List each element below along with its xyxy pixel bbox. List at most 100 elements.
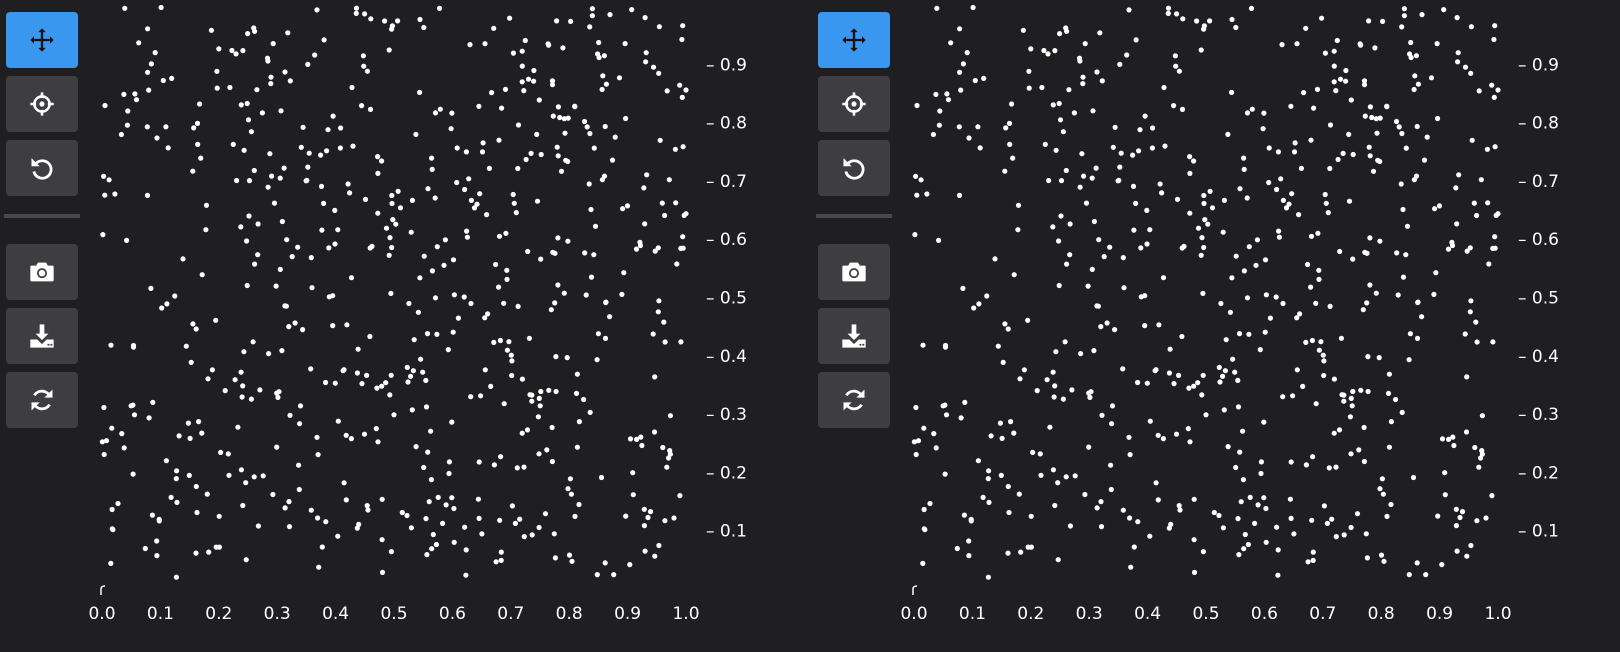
scatter-point [1292, 140, 1298, 146]
x-tick-label: 0.4 [322, 604, 349, 624]
scatter-point [180, 256, 186, 262]
crosshair-button[interactable] [6, 76, 78, 132]
scatter-point [109, 425, 115, 431]
x-tick-label: 1.0 [672, 604, 699, 624]
scatter-point [1222, 368, 1228, 374]
scatter-point [1263, 292, 1269, 298]
scatter-point [1198, 252, 1204, 258]
pan-button[interactable] [818, 12, 890, 68]
scatter-point [488, 383, 494, 389]
scatter-point [664, 88, 670, 94]
scatter-point [174, 468, 180, 474]
scatter-point [300, 327, 306, 333]
scatter-point [330, 113, 336, 119]
scatter-point [1373, 116, 1379, 122]
scatter-point [677, 82, 683, 88]
scatter-point [1474, 339, 1480, 345]
scatter-point [286, 524, 293, 530]
scatter-point [1056, 100, 1062, 107]
scatter-point [1393, 118, 1400, 125]
scatter-point [195, 141, 201, 147]
scatter-point [914, 102, 920, 109]
y-tick-label: – 0.2 [1518, 463, 1559, 483]
download-button[interactable] [6, 308, 78, 364]
scatter-point [1201, 244, 1207, 251]
scatter-point [1205, 221, 1211, 227]
scatter-point [1126, 7, 1132, 13]
scatter-point [1280, 197, 1286, 203]
scatter-svg-left[interactable]: 0.0 0.1 0.2 0.3 0.4 0.5 0.6 0.7 0.8 0.9 1.0 – 0.1 – … [0, 0, 810, 652]
screenshot-button[interactable] [6, 244, 78, 300]
scatter-point [652, 553, 658, 559]
scatter-point [1408, 54, 1414, 61]
scatter-point [1441, 7, 1447, 13]
scatter-point [309, 285, 315, 291]
scatter-point [672, 146, 679, 152]
scatter-point [1077, 58, 1083, 64]
scatter-point [1288, 515, 1294, 522]
scatter-point [549, 82, 556, 88]
scatter-point [1137, 127, 1143, 133]
scatter-point [667, 413, 674, 419]
scatter-point [160, 77, 166, 84]
scatter-point [1157, 181, 1163, 187]
scatter-point [499, 105, 505, 111]
scatter-plot-left[interactable]: 0.0 0.1 0.2 0.3 0.4 0.5 0.6 0.7 0.8 0.9 1.0 – 0.1 – … [0, 0, 810, 652]
screenshot-button[interactable] [818, 244, 890, 300]
scatter-point [1361, 78, 1368, 84]
scatter-point [408, 229, 414, 235]
scatter-point [1376, 355, 1382, 361]
scatter-point [1333, 88, 1339, 94]
scatter-point [315, 515, 321, 521]
scatter-point [536, 97, 542, 103]
scatter-point [1303, 25, 1309, 31]
scatter-point [379, 496, 385, 502]
scatter-point [1343, 78, 1349, 84]
download-button[interactable] [818, 308, 890, 364]
scatter-plot-right[interactable]: 0.0 0.1 0.2 0.3 0.4 0.5 0.6 0.7 0.8 0.9 1.0 – 0.1 – … [812, 0, 1620, 652]
scatter-point [428, 477, 434, 483]
scatter-point [1150, 125, 1156, 131]
scatter-point [1229, 89, 1235, 95]
scatter-point [644, 172, 650, 178]
scatter-point [417, 16, 423, 23]
scatter-point [1028, 544, 1034, 550]
scatter-svg-right[interactable]: 0.0 0.1 0.2 0.3 0.4 0.5 0.6 0.7 0.8 0.9 1.0 – 0.1 – … [812, 0, 1620, 652]
reset-button[interactable] [818, 140, 890, 196]
scatter-point [980, 494, 986, 500]
scatter-point [464, 228, 470, 234]
scatter-point [1455, 59, 1461, 65]
scatter-point [99, 439, 105, 445]
scatter-point [1297, 311, 1303, 317]
scatter-point [1246, 244, 1252, 250]
scatter-point [406, 300, 412, 307]
scatter-point [1394, 250, 1400, 256]
crosshair-button[interactable] [818, 76, 890, 132]
scatter-point [158, 4, 164, 11]
pan-button[interactable] [6, 12, 78, 68]
scatter-point [960, 285, 966, 291]
scatter-point [1130, 152, 1136, 158]
scatter-point [485, 311, 491, 317]
scatter-point [1136, 148, 1142, 154]
scatter-point [657, 137, 663, 143]
scatter-point [985, 574, 991, 580]
scatter-point [1005, 483, 1011, 490]
reset-button[interactable] [6, 140, 78, 196]
refresh-button[interactable] [818, 372, 890, 428]
scatter-point [1367, 282, 1373, 288]
scatter-point [1319, 15, 1325, 21]
scatter-point [1403, 145, 1409, 151]
refresh-button[interactable] [6, 372, 78, 428]
scatter-point [1393, 396, 1399, 403]
scatter-point [330, 323, 336, 329]
scatter-point [482, 41, 488, 47]
scatter-point [260, 473, 266, 479]
scatter-point [1142, 323, 1148, 329]
scatter-point [1097, 30, 1103, 36]
scatter-point [375, 154, 381, 160]
scatter-point [144, 124, 150, 130]
scatter-point [1045, 51, 1051, 57]
scatter-point [642, 15, 648, 21]
scatter-point [146, 415, 152, 421]
